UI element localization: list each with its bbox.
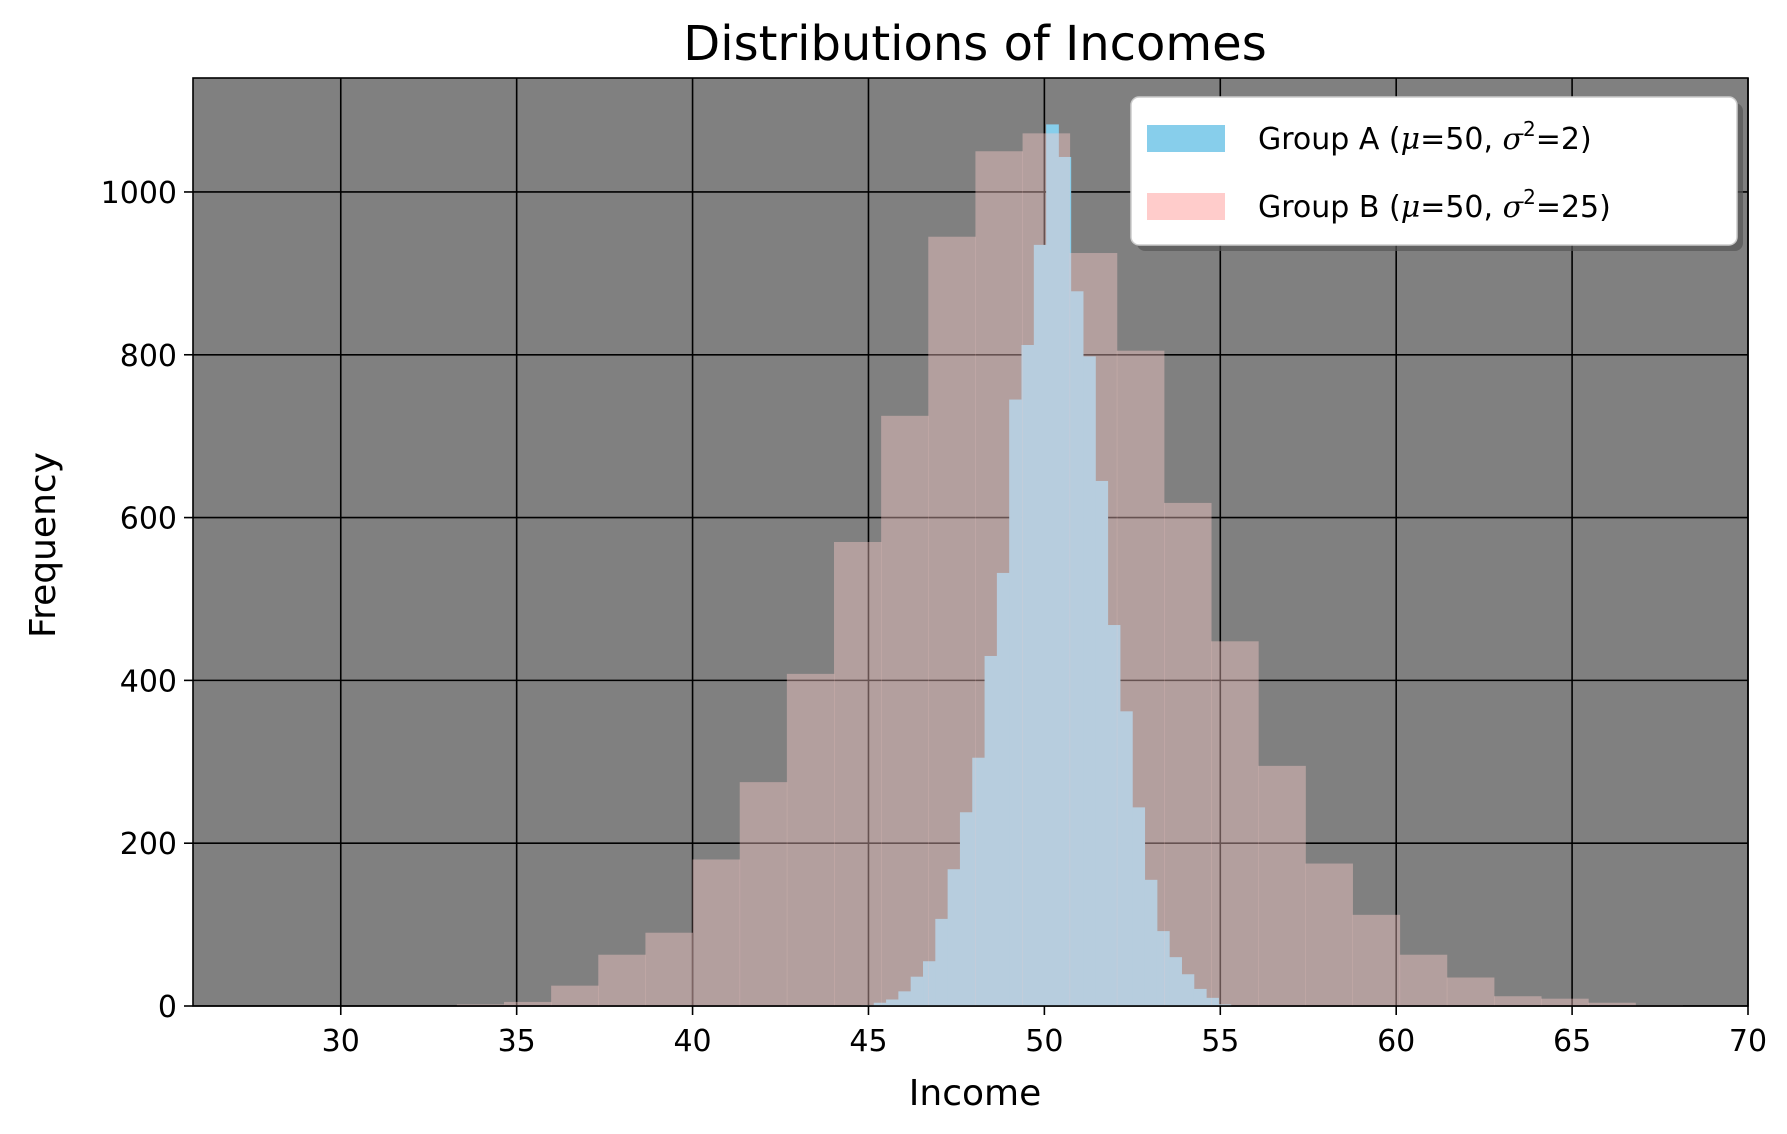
histogram-bar bbox=[1058, 156, 1072, 1006]
histogram-bar bbox=[898, 991, 912, 1006]
histogram-bar bbox=[996, 572, 1010, 1006]
y-axis-ticks: 0 200 400 600 800 1000 bbox=[101, 176, 193, 1025]
histogram-bar bbox=[923, 961, 936, 1006]
histogram-bar bbox=[1116, 350, 1165, 1006]
histogram-bar bbox=[1352, 914, 1401, 1006]
x-tick-label: 35 bbox=[498, 1024, 536, 1059]
histogram-bar bbox=[1218, 1004, 1232, 1006]
histogram-bar bbox=[1095, 480, 1109, 1006]
histogram-bar bbox=[947, 869, 961, 1006]
histogram-bar bbox=[739, 782, 788, 1006]
x-tick-label: 70 bbox=[1729, 1024, 1767, 1059]
y-tick-label: 400 bbox=[120, 664, 177, 699]
histogram-bar bbox=[598, 954, 646, 1006]
histogram-bar bbox=[1211, 641, 1259, 1006]
histogram-bar bbox=[1163, 502, 1212, 1006]
histogram-bar bbox=[551, 985, 599, 1006]
x-axis-ticks: 30 35 40 45 50 55 60 65 70 bbox=[322, 1006, 1767, 1059]
legend-label-group-a: Group A (μ=50, σ2=2) bbox=[1258, 117, 1592, 157]
histogram-bar bbox=[928, 236, 976, 1007]
histogram-bar bbox=[1206, 997, 1219, 1006]
histogram-bar bbox=[1258, 765, 1306, 1006]
histogram-bar bbox=[1193, 988, 1207, 1006]
histogram-bar bbox=[959, 812, 973, 1006]
plot-frame bbox=[192, 77, 1749, 1007]
histogram-bar bbox=[1033, 244, 1047, 1006]
histogram-bar bbox=[1181, 974, 1195, 1006]
y-axis-title: Frequency bbox=[23, 452, 64, 638]
legend-swatch-group-a bbox=[1147, 125, 1225, 152]
histogram-bar bbox=[1070, 291, 1084, 1006]
legend-label-group-b: Group B (μ=50, σ2=25) bbox=[1258, 185, 1611, 225]
histogram-bar bbox=[972, 757, 985, 1006]
histogram-bar bbox=[1156, 931, 1170, 1006]
histogram-bar bbox=[1069, 253, 1118, 1006]
histogram-bar bbox=[504, 1001, 552, 1006]
x-tick-label: 50 bbox=[1025, 1024, 1063, 1059]
histogram-bar bbox=[456, 1004, 505, 1006]
histogram-bar bbox=[1305, 863, 1353, 1006]
histogram-bar bbox=[975, 151, 1023, 1006]
series-1 bbox=[456, 133, 1683, 1007]
histogram-bar bbox=[1107, 625, 1121, 1006]
legend-swatch-group-b bbox=[1147, 193, 1225, 220]
histogram-bar bbox=[881, 415, 929, 1006]
x-tick-label: 60 bbox=[1377, 1024, 1415, 1059]
x-tick-label: 55 bbox=[1201, 1024, 1239, 1059]
y-tick-label: 0 bbox=[158, 990, 177, 1025]
histogram-bar bbox=[692, 859, 741, 1006]
histogram-bar bbox=[1083, 356, 1096, 1006]
histogram-bar bbox=[1446, 977, 1495, 1006]
histogram-bar bbox=[833, 542, 882, 1006]
histogram-bar bbox=[1588, 1002, 1636, 1006]
histogram-bar bbox=[1169, 957, 1182, 1006]
histogram-bar bbox=[886, 999, 899, 1006]
histogram-bar bbox=[1009, 399, 1022, 1007]
y-tick-label: 800 bbox=[120, 339, 177, 374]
histogram-bar bbox=[1399, 954, 1448, 1006]
histogram-bar bbox=[1541, 998, 1589, 1006]
y-tick-label: 600 bbox=[120, 502, 177, 537]
histogram-bar bbox=[1021, 345, 1035, 1006]
histogram-bar bbox=[984, 655, 998, 1006]
histogram-series bbox=[456, 124, 1683, 1007]
legend-box bbox=[1130, 96, 1738, 246]
y-tick-label: 1000 bbox=[101, 176, 177, 211]
y-tick-label: 200 bbox=[120, 827, 177, 862]
x-tick-label: 40 bbox=[673, 1024, 711, 1059]
histogram-bar bbox=[645, 932, 693, 1006]
histogram-bar bbox=[1493, 996, 1542, 1006]
histogram-bar bbox=[873, 1002, 887, 1006]
histogram-bar bbox=[1022, 133, 1071, 1007]
histogram-bar bbox=[1144, 879, 1158, 1006]
histogram-bar bbox=[786, 673, 835, 1006]
histogram-bar bbox=[910, 976, 924, 1006]
x-axis-title: Income bbox=[909, 1073, 1041, 1114]
histogram-bar bbox=[935, 918, 949, 1006]
x-tick-label: 30 bbox=[322, 1024, 360, 1059]
legend: Group A (μ=50, σ2=2) Group B (μ=50, σ2=2… bbox=[1130, 96, 1743, 251]
x-tick-label: 45 bbox=[849, 1024, 887, 1059]
histogram-bar bbox=[1046, 124, 1059, 1006]
x-tick-label: 65 bbox=[1553, 1024, 1591, 1059]
histogram-bar bbox=[1120, 711, 1133, 1006]
chart-title: Distributions of Incomes bbox=[683, 16, 1266, 72]
histogram-bar bbox=[1132, 807, 1146, 1006]
series-0 bbox=[861, 124, 1232, 1007]
